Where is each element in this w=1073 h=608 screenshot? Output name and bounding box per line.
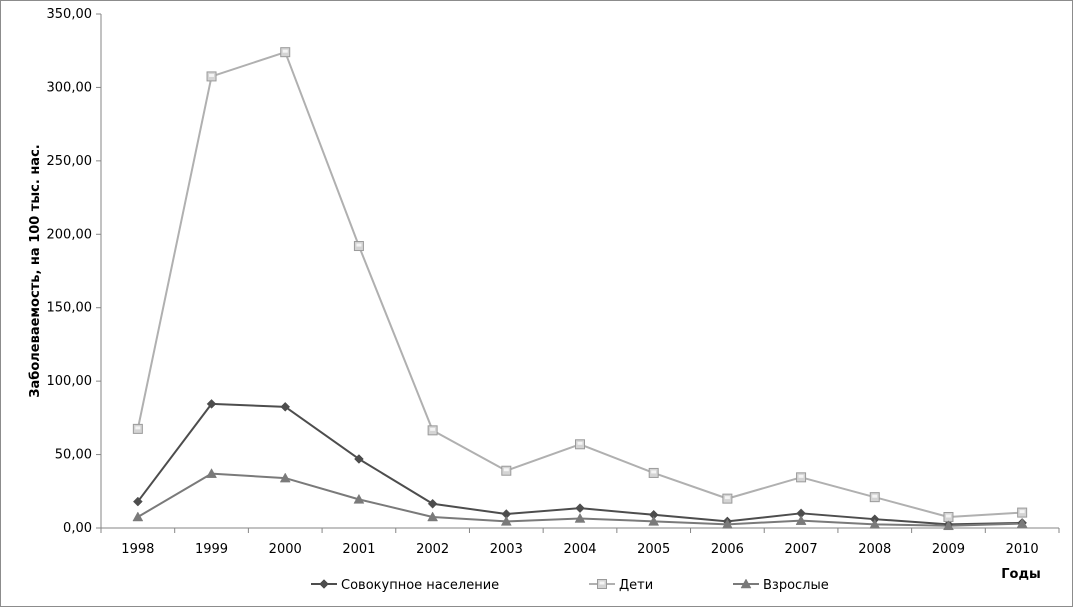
- data-point-square: [648, 467, 659, 478]
- data-point-square: [501, 465, 512, 476]
- y-axis-ticks: 0,00 50,00 100,00 150,00 200,00 250,00 300,00 3…: [47, 7, 101, 536]
- data-point-square: [353, 241, 364, 252]
- data-point-diamond: [280, 401, 291, 412]
- square-marker-highlight: [356, 243, 362, 247]
- series-markers: [132, 47, 1028, 531]
- data-point-diamond: [132, 496, 143, 507]
- y-tick-label: 100,00: [47, 374, 93, 389]
- data-point-diamond: [575, 503, 585, 514]
- square-marker-highlight: [599, 581, 605, 585]
- square-marker-highlight: [503, 468, 509, 472]
- data-point-triangle: [279, 472, 291, 483]
- data-point-triangle: [574, 512, 586, 523]
- x-tick-label: 2007: [785, 542, 818, 557]
- data-point-square: [427, 425, 438, 436]
- x-tick-label: 2009: [932, 542, 965, 557]
- data-point-triangle: [132, 511, 144, 522]
- data-point-square: [132, 423, 143, 434]
- x-tick-label: 2000: [269, 542, 302, 557]
- data-point-diamond: [206, 399, 217, 409]
- axes: [100, 14, 1059, 529]
- y-tick-label: 200,00: [47, 227, 93, 242]
- data-point-square: [575, 439, 585, 450]
- x-axis-ticks: 1998 1999 2000 2001 2002 2003 2004 2005 2006 2007…: [100, 528, 1060, 557]
- data-point-triangle: [869, 518, 881, 529]
- data-point-square: [1017, 507, 1028, 518]
- x-tick-label: 2001: [342, 542, 375, 557]
- y-tick-label: 250,00: [47, 154, 93, 169]
- square-marker-highlight: [651, 470, 657, 474]
- x-tick-label: 2003: [490, 542, 523, 557]
- data-point-diamond: [427, 498, 438, 509]
- x-tick-label: 1999: [195, 542, 228, 557]
- data-point-triangle: [1016, 518, 1028, 528]
- square-marker-highlight: [430, 427, 436, 431]
- square-marker-highlight: [798, 474, 804, 478]
- data-point-triangle: [427, 511, 439, 522]
- square-marker-highlight: [282, 49, 288, 53]
- data-point-triangle: [353, 493, 365, 504]
- x-tick-label: 2005: [637, 542, 670, 557]
- x-tick-label: 1998: [121, 542, 154, 557]
- series-lines: [136, 51, 1023, 527]
- data-point-square: [796, 472, 807, 483]
- data-point-triangle: [500, 515, 512, 526]
- data-point-diamond: [354, 454, 364, 464]
- x-tick-label: 2006: [711, 542, 744, 557]
- y-tick-label: 0,00: [63, 521, 92, 536]
- legend-item: Взрослые: [733, 578, 829, 593]
- data-point-triangle: [721, 518, 733, 529]
- legend: Совокупное население Дети Взрослые: [311, 578, 829, 593]
- y-tick-label: 300,00: [47, 80, 93, 95]
- x-axis-label: Годы: [1001, 567, 1040, 582]
- data-point-triangle: [795, 515, 807, 525]
- data-point-triangle: [206, 468, 217, 478]
- square-marker-highlight: [872, 494, 878, 498]
- legend-label: Взрослые: [763, 578, 829, 593]
- square-marker-highlight: [209, 73, 215, 77]
- data-point-triangle: [648, 515, 660, 526]
- y-axis-label: Заболеваемость, на 100 тыс. нас.: [28, 144, 43, 397]
- data-point-triangle: [943, 520, 954, 531]
- legend-item: Дети: [589, 578, 653, 593]
- data-point-square: [943, 511, 954, 522]
- square-marker-highlight: [577, 441, 583, 445]
- data-point-square: [280, 47, 291, 58]
- square-marker-highlight: [724, 496, 730, 500]
- y-tick-label: 150,00: [47, 301, 93, 316]
- data-point-square: [869, 492, 880, 503]
- square-marker-highlight: [135, 426, 141, 430]
- y-tick-label: 350,00: [47, 7, 93, 22]
- square-marker-highlight: [945, 514, 951, 518]
- square-marker-highlight: [1019, 510, 1025, 514]
- x-tick-label: 2002: [416, 542, 449, 557]
- legend-item: Совокупное население: [311, 578, 499, 593]
- legend-label: Дети: [619, 578, 653, 593]
- y-tick-label: 50,00: [55, 448, 92, 463]
- x-tick-label: 2004: [563, 542, 596, 557]
- legend-marker: [740, 578, 752, 589]
- data-point-square: [722, 493, 733, 504]
- x-tick-label: 2010: [1006, 542, 1039, 557]
- x-tick-label: 2008: [858, 542, 891, 557]
- legend-marker: [597, 579, 607, 589]
- legend-marker: [319, 579, 329, 589]
- data-point-square: [206, 71, 217, 82]
- legend-label: Совокупное население: [341, 578, 499, 593]
